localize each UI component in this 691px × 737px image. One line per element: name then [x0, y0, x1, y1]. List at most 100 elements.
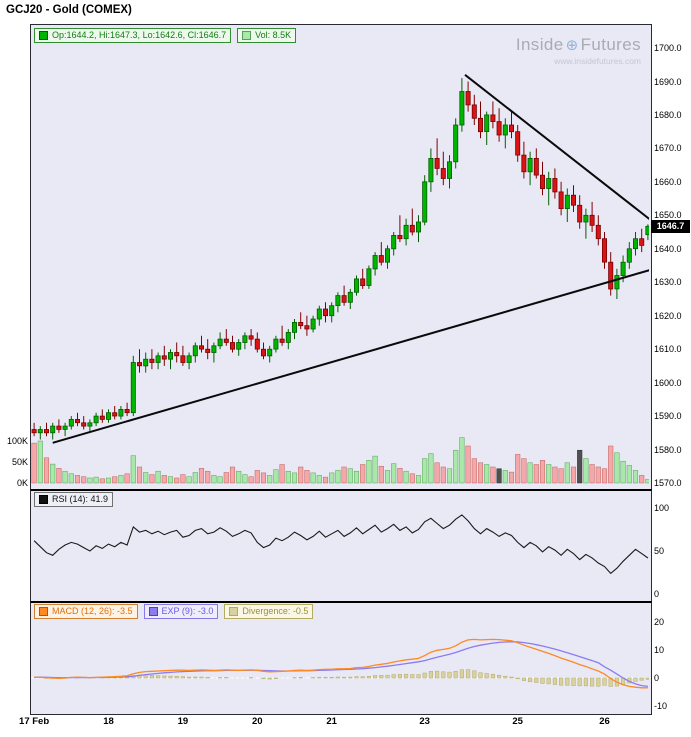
volume-bar	[322, 476, 329, 484]
volume-axis-tick: 100K	[6, 436, 28, 446]
divergence-bar	[633, 677, 638, 682]
candle-body	[236, 342, 242, 350]
volume-bar	[645, 479, 649, 484]
candle-body	[366, 268, 372, 286]
volume-bar	[68, 473, 74, 484]
divergence-bar	[515, 677, 520, 680]
candle-body	[130, 362, 136, 414]
x-axis-label: 18	[103, 716, 114, 727]
candle-body	[298, 321, 304, 327]
candle-body	[508, 124, 514, 133]
volume-bar	[174, 477, 180, 484]
candle-body	[161, 355, 167, 360]
divergence-bar	[441, 671, 446, 679]
macd-plot	[31, 638, 649, 689]
volume-bar	[415, 475, 422, 484]
candle-body	[329, 305, 335, 317]
volume-bar	[167, 476, 174, 484]
candle-body	[291, 321, 297, 333]
divergence-bar	[453, 671, 458, 679]
divergence-bar	[348, 676, 353, 679]
x-axis-label: 26	[599, 716, 610, 727]
candle-body	[372, 255, 378, 270]
divergence-bar	[466, 669, 471, 679]
divergence-bar	[168, 675, 173, 679]
divergence-bar	[329, 677, 334, 679]
divergence-bar	[447, 671, 452, 679]
candle-body	[422, 181, 428, 223]
candle-body	[137, 362, 143, 367]
volume-bar	[546, 464, 552, 484]
volume-axis-tick: 50K	[11, 457, 28, 467]
candle-body	[68, 418, 74, 427]
volume-bar	[639, 475, 645, 484]
volume-bar	[130, 455, 136, 484]
candle-body	[391, 234, 397, 250]
volume-bar	[502, 470, 508, 484]
divergence-legend-chip: Divergence: -0.5	[224, 604, 314, 619]
volume-bar	[484, 464, 490, 484]
candle-body	[471, 104, 477, 119]
rsi-panel	[30, 489, 652, 604]
candle-body	[93, 415, 99, 424]
divergence-bar	[360, 676, 365, 679]
volume-bar	[403, 470, 409, 484]
volume-bar	[81, 476, 87, 484]
volume-bar	[626, 465, 632, 484]
divergence-swatch-icon	[229, 607, 239, 616]
divergence-bar	[639, 677, 644, 681]
volume-bar	[211, 475, 217, 484]
volume-bar	[118, 475, 124, 484]
globe-icon: ⊕	[565, 36, 579, 54]
volume-bar	[285, 470, 291, 484]
volume-bar	[217, 476, 223, 484]
divergence-bar	[478, 672, 483, 679]
volume-bar	[397, 468, 403, 484]
candle-body	[577, 204, 583, 223]
divergence-bar	[373, 675, 378, 679]
volume-bar	[304, 470, 310, 484]
candle-body	[496, 121, 502, 136]
candle-body	[310, 318, 316, 330]
volume-bar	[508, 471, 515, 484]
volume-bar	[310, 472, 316, 484]
candle-body	[118, 408, 124, 417]
candle-body	[539, 174, 545, 189]
candle-body	[515, 131, 521, 156]
candle-body	[242, 335, 248, 343]
rsi-axis-tick: 50	[654, 546, 665, 556]
candle-body	[167, 352, 173, 360]
candle-body	[608, 261, 614, 290]
volume-bar	[198, 468, 205, 484]
candle-body	[186, 355, 192, 363]
rsi-plot	[33, 514, 649, 575]
candle-body	[589, 214, 595, 226]
volume-bar	[99, 478, 105, 484]
volume-bar	[242, 474, 248, 484]
volume-bar	[422, 458, 428, 484]
candle-body	[409, 224, 415, 233]
volume-bar	[434, 462, 440, 484]
divergence-bar	[323, 676, 328, 679]
candle-body	[360, 278, 366, 286]
price-axis-tick: 1700.0	[654, 43, 682, 53]
divergence-bar	[342, 676, 347, 679]
candle-body	[453, 124, 459, 163]
candle-body	[273, 338, 279, 350]
price-plot	[31, 74, 649, 484]
volume-bar	[558, 468, 564, 484]
candle-body	[521, 154, 527, 173]
candle-body	[99, 415, 105, 420]
divergence-bar	[540, 677, 545, 684]
rsi-line	[33, 514, 649, 575]
watermark-brand: Inside ⊕ Futures	[516, 35, 641, 55]
divergence-bar	[187, 676, 192, 679]
candle-body	[595, 224, 601, 240]
candle-body	[322, 308, 328, 317]
x-axis-label: 25	[512, 716, 523, 727]
volume-bar	[93, 476, 99, 484]
candle-body	[217, 338, 223, 347]
rsi-axis-tick: 0	[654, 589, 660, 599]
candle-body	[62, 425, 68, 430]
candle-body	[397, 234, 403, 240]
